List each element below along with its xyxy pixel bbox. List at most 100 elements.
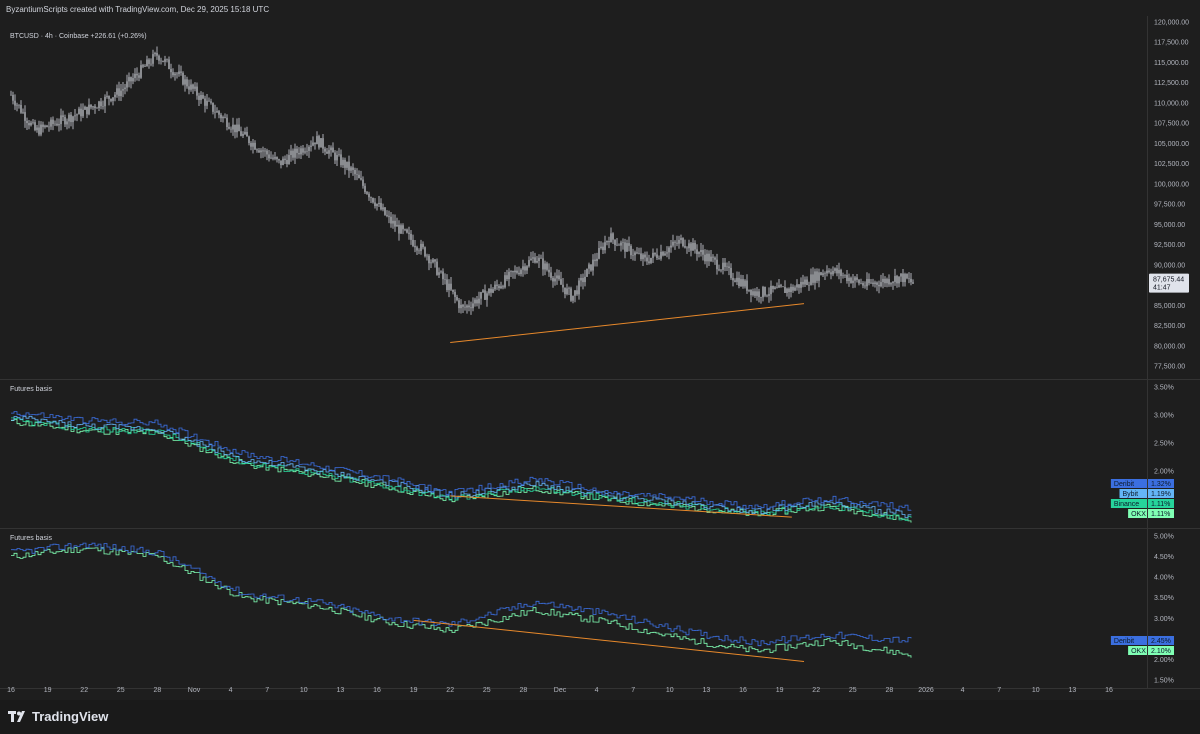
candle-body (128, 77, 129, 81)
candle-body (806, 280, 807, 285)
y-tick-label: 1.50% (1154, 678, 1174, 685)
candle-body (750, 290, 751, 296)
candle-body (252, 143, 253, 147)
legend-value: 2.45% (1151, 638, 1171, 645)
candle-body (698, 252, 699, 254)
candle-body (144, 66, 145, 67)
candle-body (904, 274, 905, 282)
legend-name: Binance (1114, 501, 1139, 508)
candle-body (394, 221, 395, 227)
candle-body (186, 79, 187, 86)
candle-body (790, 287, 791, 292)
candle-body (584, 277, 585, 282)
candle-body (736, 278, 737, 282)
candle-body (264, 151, 265, 152)
x-tick-label: 25 (849, 687, 857, 694)
candle-body (472, 303, 473, 308)
candle-body (436, 262, 437, 275)
candle-body (462, 305, 463, 307)
y-tick-label: 2.50% (1154, 440, 1174, 447)
candle-body (612, 233, 613, 239)
candle-body (292, 151, 293, 158)
candle-body (666, 252, 667, 253)
candle-body (768, 294, 769, 296)
candle-body (788, 289, 789, 292)
y-tick-label: 117,500.00 (1154, 40, 1189, 47)
candle-body (682, 238, 683, 246)
candle-body (284, 159, 285, 160)
x-tick-label: 25 (117, 687, 125, 694)
candle-body (376, 204, 377, 206)
candle-body (88, 105, 89, 115)
candle-body (420, 244, 421, 251)
candle-body (620, 243, 621, 246)
candle-body (288, 155, 289, 164)
candle-body (266, 151, 267, 155)
candle-body (208, 101, 209, 102)
candle-body (488, 289, 489, 294)
candle-body (644, 255, 645, 258)
candle-body (820, 272, 821, 275)
candle-body (78, 109, 79, 115)
candle-body (366, 192, 367, 194)
candle-body (478, 299, 479, 304)
candle-body (268, 154, 269, 158)
candle-body (106, 96, 107, 97)
y-tick-label: 80,000.00 (1154, 343, 1185, 350)
candle-body (678, 240, 679, 244)
candle-body (82, 110, 83, 117)
candle-body (108, 96, 109, 99)
candle-body (686, 248, 687, 249)
candle-body (34, 122, 35, 130)
candle-body (74, 115, 75, 116)
candle-body (310, 146, 311, 147)
candle-body (542, 258, 543, 269)
y-tick-label: 82,500.00 (1154, 323, 1185, 330)
chart-area[interactable]: BTCUSD · 4h · Coinbase +226.61 (+0.26%) 1… (0, 0, 1200, 700)
candle-body (62, 115, 63, 117)
candle-body (852, 281, 853, 283)
candle-body (196, 87, 197, 96)
candle-body (786, 289, 787, 293)
symbol-title: BTCUSD · 4h · Coinbase +226.61 (+0.26%) (10, 33, 147, 40)
last-price-text: 87,675.44 (1153, 277, 1184, 284)
candle-body (350, 167, 351, 170)
candle-body (202, 95, 203, 98)
candle-body (514, 271, 515, 273)
candle-body (96, 108, 97, 109)
legend-name: Bybit (1123, 491, 1139, 498)
candle-body (890, 283, 891, 284)
candle-body (438, 272, 439, 275)
candle-body (498, 286, 499, 288)
candle-body (618, 245, 619, 246)
candle-body (244, 132, 245, 134)
candle-body (390, 217, 391, 224)
candle-body (544, 263, 545, 269)
candle-body (856, 277, 857, 279)
candle-body (480, 292, 481, 299)
candle-body (680, 238, 681, 240)
candle-body (356, 174, 357, 175)
candle-body (188, 86, 189, 89)
tradingview-logo[interactable]: TradingView (8, 709, 108, 724)
candle-body (402, 225, 403, 229)
candle-body (900, 274, 901, 277)
x-tick-label: 7 (631, 687, 635, 694)
candle-body (430, 262, 431, 263)
candle-body (468, 306, 469, 308)
candle-body (126, 81, 127, 87)
candle-body (756, 291, 757, 295)
candle-body (154, 53, 155, 54)
candle-body (738, 278, 739, 286)
candle-body (340, 154, 341, 165)
candle-body (206, 101, 207, 106)
candle-body (526, 266, 527, 270)
candle-body (632, 255, 633, 256)
y-tick-label: 102,500.00 (1154, 161, 1189, 168)
y-tick-label: 4.50% (1154, 554, 1174, 561)
candle-body (418, 251, 419, 252)
candle-body (740, 279, 741, 286)
y-tick-label: 95,000.00 (1154, 222, 1185, 229)
candle-body (744, 281, 745, 287)
x-tick-label: 25 (483, 687, 491, 694)
